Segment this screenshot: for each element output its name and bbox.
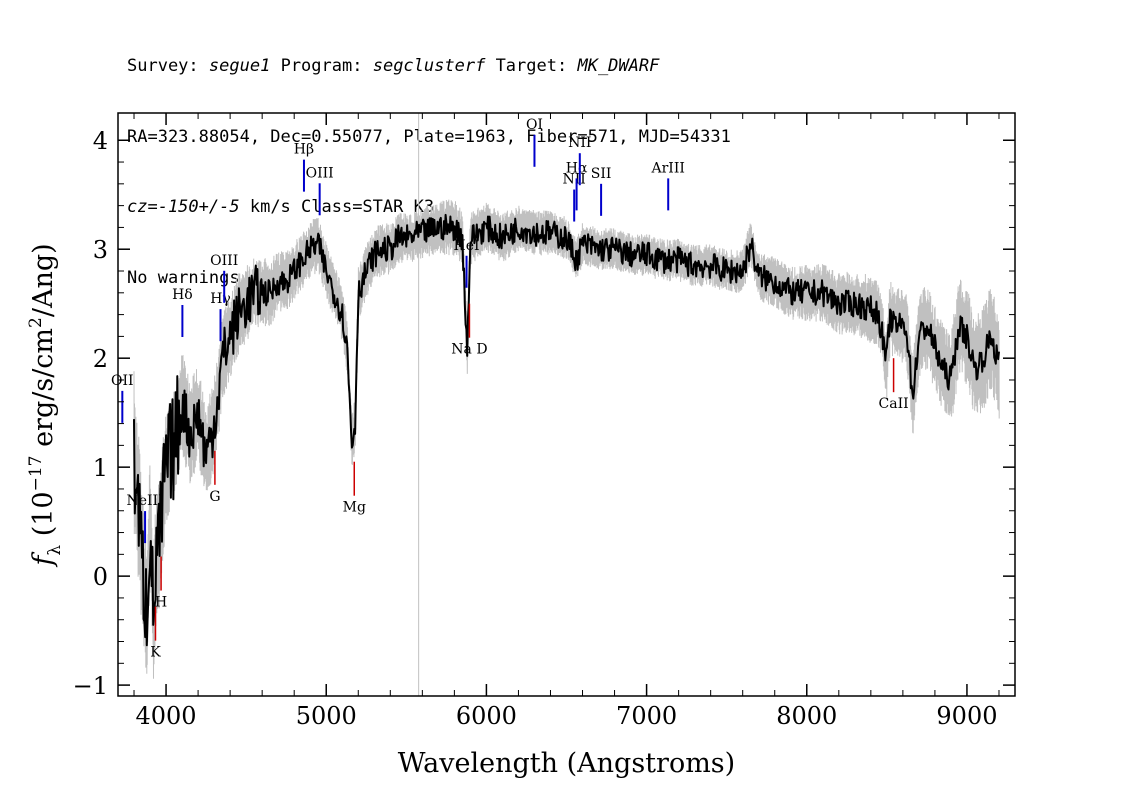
emission-line-label: OIII: [210, 253, 238, 269]
absorption-line-label: Na D: [451, 342, 487, 358]
program-value: segclusterf: [372, 56, 486, 76]
emission-line-label: NII: [568, 135, 591, 151]
header-line-survey: Survey: segue1 Program: segclusterf Targ…: [127, 55, 731, 79]
emission-line-label: OIII: [306, 165, 334, 181]
emission-line-label: NeIII: [126, 493, 163, 509]
y-tick-label: 4: [93, 127, 108, 155]
program-label: Program:: [280, 56, 363, 76]
emission-line-label: HeI: [454, 238, 480, 254]
axes: 4000 5000 6000 7000 8000 9000 −1 0 1 2 3 4: [73, 113, 1015, 730]
y-axis-label: fλ (10−17 erg/s/cm2/Ang): [26, 243, 65, 567]
emission-line-label: Hβ: [294, 142, 314, 158]
absorption-line-label: H: [155, 595, 167, 611]
y-tick-label: 1: [93, 454, 108, 482]
x-tick-label: 6000: [456, 702, 517, 730]
emission-line-label: ArIII: [651, 160, 685, 176]
absorption-line-label: K: [150, 645, 161, 661]
header-line-coords: RA=323.88054, Dec=0.55077, Plate=1963, F…: [127, 126, 731, 147]
spectrum-header: Survey: segue1 Program: segclusterf Targ…: [127, 8, 731, 314]
plot-frame: [117, 112, 1016, 697]
absorption-line-label: G: [209, 489, 220, 505]
y-tick-label: 0: [93, 563, 108, 591]
y-tick-label: 3: [93, 236, 108, 264]
emission-line-label: SII: [591, 166, 612, 182]
absorption-line-label: Mg: [343, 500, 366, 516]
emission-line-label: Hα: [566, 160, 588, 176]
x-tick-label: 4000: [136, 702, 197, 730]
target-label: Target:: [495, 56, 568, 76]
x-tick-label: 9000: [936, 702, 997, 730]
survey-value: segue1: [208, 56, 271, 76]
flux-series: [133, 213, 1000, 647]
survey-label: Survey:: [127, 56, 199, 76]
cz-value: cz=-150+/-5: [127, 197, 240, 217]
emission-line-label: OII: [111, 373, 134, 389]
emission-line-label: Hδ: [172, 287, 193, 303]
emission-line-label: Hγ: [210, 291, 231, 307]
header-line-warnings: No warnings.: [127, 267, 250, 288]
error-band-trace: [133, 199, 1000, 679]
x-tick-label: 5000: [296, 702, 357, 730]
x-tick-label: 7000: [616, 702, 677, 730]
y-tick-label: −1: [73, 672, 108, 700]
flux-trace: [133, 213, 1000, 647]
emission-line-label: OI: [526, 117, 543, 133]
target-value: MK_DWARF: [577, 56, 660, 76]
error-band: [133, 199, 1000, 679]
absorption-line-label: CaII: [879, 396, 909, 412]
x-axis-label: Wavelength (Angstroms): [398, 748, 735, 779]
y-tick-label: 2: [93, 345, 108, 373]
x-tick-label: 8000: [776, 702, 837, 730]
